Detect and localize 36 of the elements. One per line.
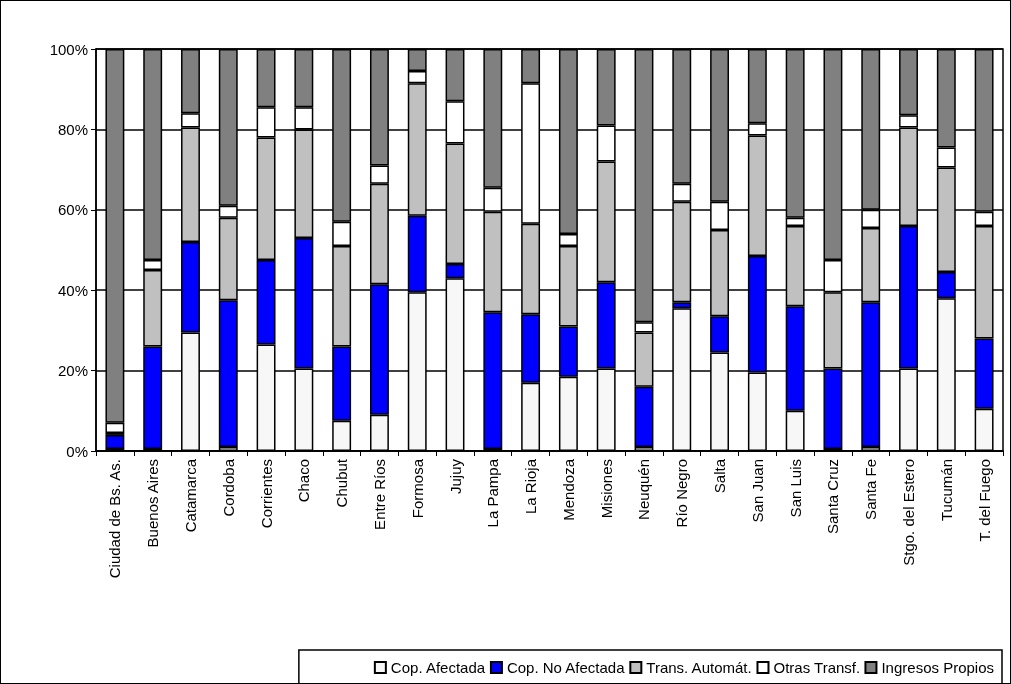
x-tick-label: Buenos Aires bbox=[144, 459, 162, 548]
x-tick-label: Tucumán bbox=[937, 459, 955, 521]
y-tick-label: 0% bbox=[66, 442, 88, 460]
legend-label: Cop. Afectada bbox=[390, 659, 486, 676]
x-tick-label: Neuquén bbox=[635, 459, 653, 520]
x-tick-label: Ciudad de Bs. As. bbox=[106, 459, 124, 579]
legend-label: Cop. No Afectada bbox=[506, 659, 626, 676]
x-tick-label: Salta bbox=[711, 458, 729, 494]
y-tick-label: 100% bbox=[49, 40, 88, 58]
x-tick-label: San Luis bbox=[786, 459, 804, 518]
x-tick-label: Misiones bbox=[597, 459, 615, 519]
x-tick-label: La Rioja bbox=[522, 458, 540, 515]
x-tick-label: T. del Fuego bbox=[975, 459, 993, 542]
x-tick-label: Chubut bbox=[333, 458, 351, 508]
y-tick-label: 20% bbox=[57, 362, 88, 380]
y-tick-label: 60% bbox=[57, 201, 88, 219]
y-tick-label: 40% bbox=[57, 281, 88, 299]
x-tick-label: Entre Ríos bbox=[370, 459, 388, 530]
x-tick-label: San Juan bbox=[748, 459, 766, 523]
x-tick-label: Cordoba bbox=[219, 458, 237, 517]
legend-label: Otras Transf. bbox=[773, 659, 861, 676]
x-tick-label: Formosa bbox=[408, 458, 426, 519]
x-tick-label: Corrientes bbox=[257, 459, 275, 529]
y-tick-label: 80% bbox=[57, 120, 88, 138]
x-tick-label: Río Negro bbox=[673, 459, 691, 528]
x-tick-label: Santa Fe bbox=[862, 459, 880, 520]
x-tick-label: Catamarca bbox=[181, 458, 199, 533]
x-tick-label: Jujuy bbox=[446, 458, 464, 495]
x-tick-label: Stgo. del Estero bbox=[900, 459, 918, 566]
legend-label: Trans. Automát. bbox=[646, 659, 752, 676]
x-tick-label: La Pampa bbox=[484, 458, 502, 528]
x-tick-label: Santa Cruz bbox=[824, 459, 842, 535]
x-tick-label: Mendoza bbox=[559, 458, 577, 521]
legend-label: Ingresos Propios bbox=[881, 659, 994, 676]
x-tick-label: Chaco bbox=[295, 459, 313, 503]
bar bbox=[105, 434, 125, 449]
